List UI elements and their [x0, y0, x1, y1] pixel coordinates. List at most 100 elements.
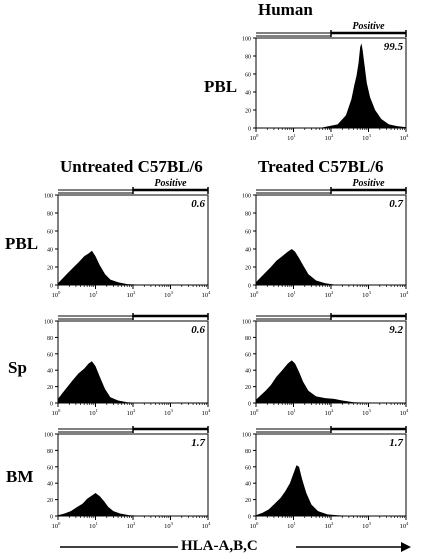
y-tick-label: 80: [245, 336, 251, 342]
x-tick-label: 102: [325, 290, 334, 299]
x-tick-label: 103: [164, 521, 174, 530]
y-tick-label: 20: [47, 498, 53, 504]
histogram-treated-pbl: [256, 249, 406, 285]
y-tick-label: 0: [50, 284, 53, 290]
y-tick-label: 20: [245, 498, 251, 504]
x-axis-arrow: [60, 542, 411, 552]
y-tick-label: 100: [242, 37, 251, 43]
panel-untreated-pbl: 0 20 40 60 80 100 100 101 102 103 104 Positive 0.6: [44, 178, 212, 299]
y-tick-label: 40: [245, 248, 251, 254]
y-tick-label: 60: [245, 352, 251, 358]
x-tick-label: 103: [164, 290, 174, 299]
y-tick-label: 0: [50, 402, 53, 408]
y-tick-label: 40: [47, 369, 53, 375]
y-tick-label: 0: [248, 515, 251, 521]
y-tick-label: 80: [47, 336, 53, 342]
histogram-untreated-bm: [58, 493, 208, 516]
y-tick-label: 0: [50, 515, 53, 521]
x-tick-label: 104: [202, 521, 212, 530]
y-tick-label: 20: [245, 385, 251, 391]
x-tick-label: 102: [325, 521, 334, 530]
row-label-human-pbl: PBL: [204, 77, 238, 96]
percent-positive-value: 1.7: [389, 437, 403, 449]
percent-positive-value: 0.7: [389, 198, 403, 210]
y-tick-label: 20: [245, 109, 251, 115]
histogram-untreated-sp: [58, 361, 208, 403]
gate-label: Positive: [352, 21, 385, 32]
panel-treated-bm: 0 20 40 60 80 100 100 101 102 103 104 1.7: [242, 426, 410, 530]
x-tick-label: 101: [89, 521, 98, 530]
y-tick-label: 20: [47, 385, 53, 391]
y-tick-label: 20: [245, 266, 251, 272]
histogram-treated-bm: [256, 465, 406, 516]
x-tick-label: 102: [127, 408, 136, 417]
x-tick-label: 102: [325, 133, 334, 142]
row-label-sp: Sp: [8, 358, 27, 377]
y-tick-label: 80: [47, 212, 53, 218]
x-tick-label: 101: [287, 408, 296, 417]
y-tick-label: 40: [245, 91, 251, 97]
y-tick-label: 100: [242, 433, 251, 439]
y-tick-label: 60: [245, 465, 251, 471]
y-tick-label: 0: [248, 284, 251, 290]
x-tick-label: 103: [362, 290, 372, 299]
column-header-untreated: Untreated C57BL/6: [60, 157, 203, 176]
y-tick-label: 100: [44, 194, 53, 200]
x-tick-label: 101: [89, 290, 98, 299]
x-tick-label: 101: [287, 133, 296, 142]
y-tick-label: 60: [47, 230, 53, 236]
x-tick-label: 104: [202, 408, 212, 417]
x-tick-label: 104: [400, 521, 410, 530]
row-label-pbl: PBL: [5, 234, 39, 253]
x-tick-label: 104: [202, 290, 212, 299]
histogram-treated-sp: [256, 360, 406, 403]
x-tick-label: 104: [400, 408, 410, 417]
percent-positive-value: 1.7: [191, 437, 205, 449]
y-tick-label: 80: [245, 55, 251, 61]
panel-untreated-sp: 0 20 40 60 80 100 100 101 102 103 104 0.6: [44, 313, 212, 417]
x-tick-label: 100: [52, 290, 62, 299]
y-tick-label: 100: [242, 320, 251, 326]
x-tick-label: 100: [250, 521, 260, 530]
percent-positive-value: 0.6: [191, 324, 205, 336]
y-tick-label: 0: [248, 402, 251, 408]
histogram-untreated-pbl: [58, 250, 208, 285]
x-tick-label: 100: [250, 408, 260, 417]
histogram-human-pbl: [319, 43, 406, 128]
row-label-bm: BM: [6, 467, 34, 486]
y-tick-label: 60: [245, 73, 251, 79]
y-tick-label: 100: [242, 194, 251, 200]
x-tick-label: 100: [52, 521, 62, 530]
y-tick-label: 40: [47, 482, 53, 488]
x-tick-label: 103: [362, 408, 372, 417]
panel-treated-pbl: 0 20 40 60 80 100 100 101 102 103 104 Positive 0.7: [242, 178, 409, 299]
x-tick-label: 101: [287, 290, 296, 299]
percent-positive-value: 99.5: [384, 41, 404, 53]
x-tick-label: 102: [127, 521, 136, 530]
y-tick-label: 40: [47, 248, 53, 254]
x-tick-label: 100: [52, 408, 62, 417]
plot-frame: [57, 433, 209, 517]
x-tick-label: 104: [400, 133, 410, 142]
y-tick-label: 0: [248, 127, 251, 133]
panel-treated-sp: 0 20 40 60 80 100 100 101 102 103 104 9.2: [242, 313, 410, 417]
x-tick-label: 101: [89, 408, 98, 417]
panel-untreated-bm: 0 20 40 60 80 100 100 101 102 103 104 1.7: [44, 426, 212, 530]
x-tick-label: 100: [250, 290, 260, 299]
column-header-treated: Treated C57BL/6: [258, 157, 384, 176]
x-tick-label: 102: [325, 408, 334, 417]
y-tick-label: 80: [245, 212, 251, 218]
x-tick-label: 101: [287, 521, 296, 530]
x-tick-label: 103: [164, 408, 174, 417]
x-tick-label: 103: [362, 521, 372, 530]
panel-human-pbl: 0 20 40 60 80 100 100 101 102 103 104 Positive 99.5: [242, 21, 410, 142]
y-tick-label: 40: [245, 369, 251, 375]
arrow-head: [401, 542, 411, 552]
percent-positive-value: 9.2: [389, 324, 403, 336]
x-tick-label: 102: [127, 290, 136, 299]
column-header-human: Human: [258, 0, 313, 19]
y-tick-label: 60: [47, 352, 53, 358]
y-tick-label: 80: [47, 449, 53, 455]
y-tick-label: 80: [245, 449, 251, 455]
y-tick-label: 60: [245, 230, 251, 236]
